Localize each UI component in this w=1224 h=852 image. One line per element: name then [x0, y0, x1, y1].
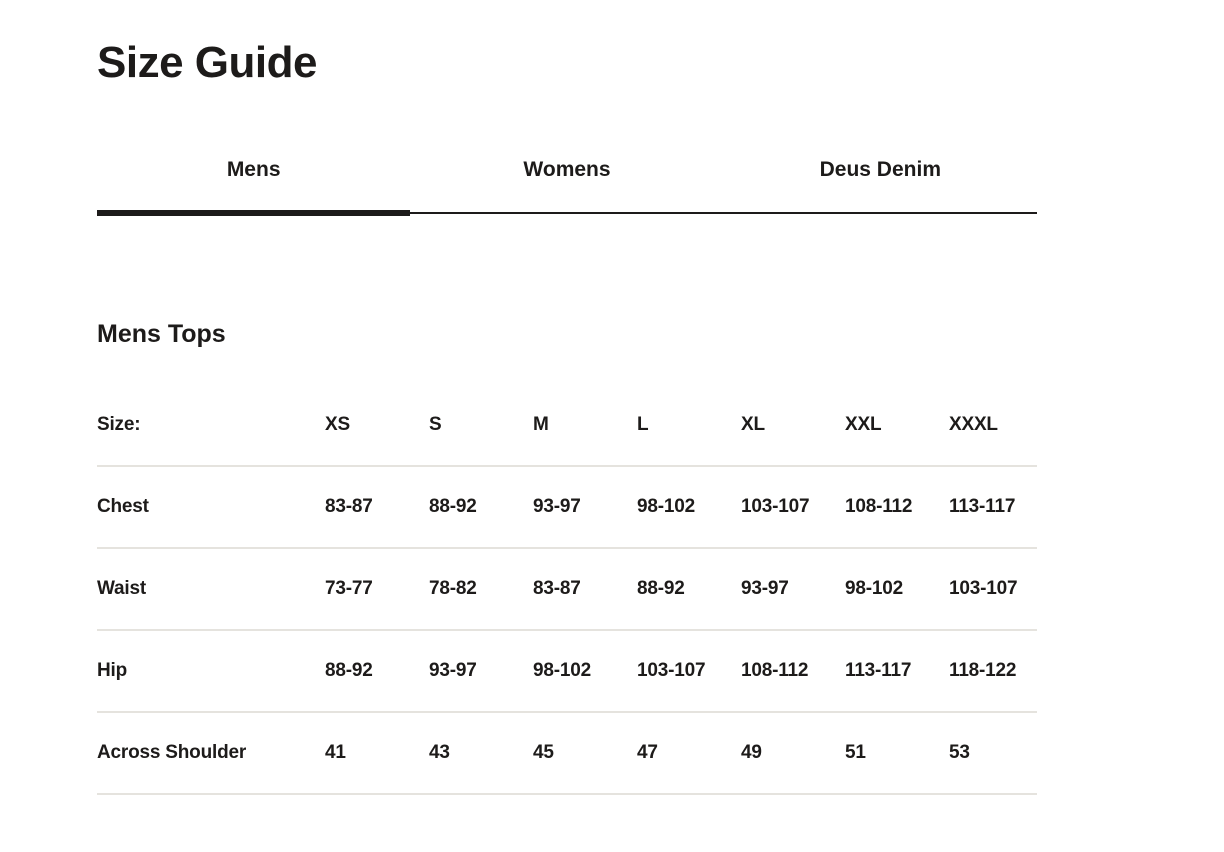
table-row-hip: Hip 88-92 93-97 98-102 103-107 108-112 1… — [97, 631, 1037, 713]
size-cell: 113-117 — [845, 660, 912, 681]
size-cell: 98-102 — [845, 578, 903, 599]
size-guide-page: Size Guide Mens Womens Deus Denim Mens T… — [97, 40, 1037, 795]
size-cell: 88-92 — [637, 578, 685, 599]
size-cell: 53 — [949, 742, 970, 763]
size-cell: 93-97 — [429, 660, 477, 681]
active-tab-indicator — [97, 210, 411, 216]
size-cell: 83-87 — [325, 496, 373, 517]
size-header-xxl: XXL — [845, 414, 882, 435]
size-cell: 93-97 — [533, 496, 581, 517]
row-label: Waist — [97, 578, 146, 599]
size-cell: 103-107 — [637, 660, 706, 681]
size-cell: 118-122 — [949, 660, 1017, 681]
tab-womens[interactable]: Womens — [410, 156, 723, 212]
tab-mens[interactable]: Mens — [97, 156, 411, 216]
size-cell: 98-102 — [533, 660, 591, 681]
size-cell: 108-112 — [845, 496, 913, 517]
page-title: Size Guide — [97, 38, 317, 87]
table-row-waist: Waist 73-77 78-82 83-87 88-92 93-97 98-1… — [97, 549, 1037, 631]
size-cell: 88-92 — [429, 496, 477, 517]
tab-womens-label: Womens — [523, 158, 611, 181]
tab-mens-label: Mens — [226, 158, 281, 181]
size-header-xxxl: XXXL — [949, 414, 998, 435]
size-header-l: L — [637, 414, 649, 435]
tab-deus-denim[interactable]: Deus Denim — [724, 156, 1037, 212]
size-cell: 45 — [533, 742, 554, 763]
size-cell: 113-117 — [949, 496, 1016, 517]
size-cell: 51 — [845, 742, 866, 763]
size-cell: 83-87 — [533, 578, 581, 599]
size-header-m: M — [533, 414, 549, 435]
table-row-across-shoulder: Across Shoulder 41 43 45 47 49 51 53 — [97, 713, 1037, 795]
size-cell: 73-77 — [325, 578, 373, 599]
table-row-chest: Chest 83-87 88-92 93-97 98-102 103-107 1… — [97, 467, 1037, 549]
row-label: Chest — [97, 496, 149, 517]
table-header-row: Size: XS S M L XL XXL XXXL — [97, 385, 1037, 467]
size-cell: 49 — [741, 742, 762, 763]
size-cell: 41 — [325, 742, 346, 763]
row-label: Across Shoulder — [97, 742, 247, 763]
row-label: Hip — [97, 660, 128, 681]
size-cell: 108-112 — [741, 660, 809, 681]
size-cell: 88-92 — [325, 660, 373, 681]
size-cell: 103-107 — [949, 578, 1018, 599]
header-label: Size: — [97, 414, 141, 435]
size-header-s: S — [429, 414, 442, 435]
size-header-xs: XS — [325, 414, 350, 435]
size-cell: 78-82 — [429, 578, 477, 599]
size-cell: 93-97 — [741, 578, 789, 599]
size-header-xl: XL — [741, 414, 765, 435]
section-heading-mens-tops: Mens Tops — [97, 320, 226, 348]
size-cell: 47 — [637, 742, 658, 763]
size-guide-tab-bar: Mens Womens Deus Denim — [97, 156, 1037, 216]
size-cell: 103-107 — [741, 496, 810, 517]
size-table: Size: XS S M L XL XXL XXXL Chest 83-87 8… — [97, 385, 1037, 795]
size-cell: 98-102 — [637, 496, 695, 517]
tab-deus-denim-label: Deus Denim — [819, 158, 941, 181]
size-cell: 43 — [429, 742, 450, 763]
